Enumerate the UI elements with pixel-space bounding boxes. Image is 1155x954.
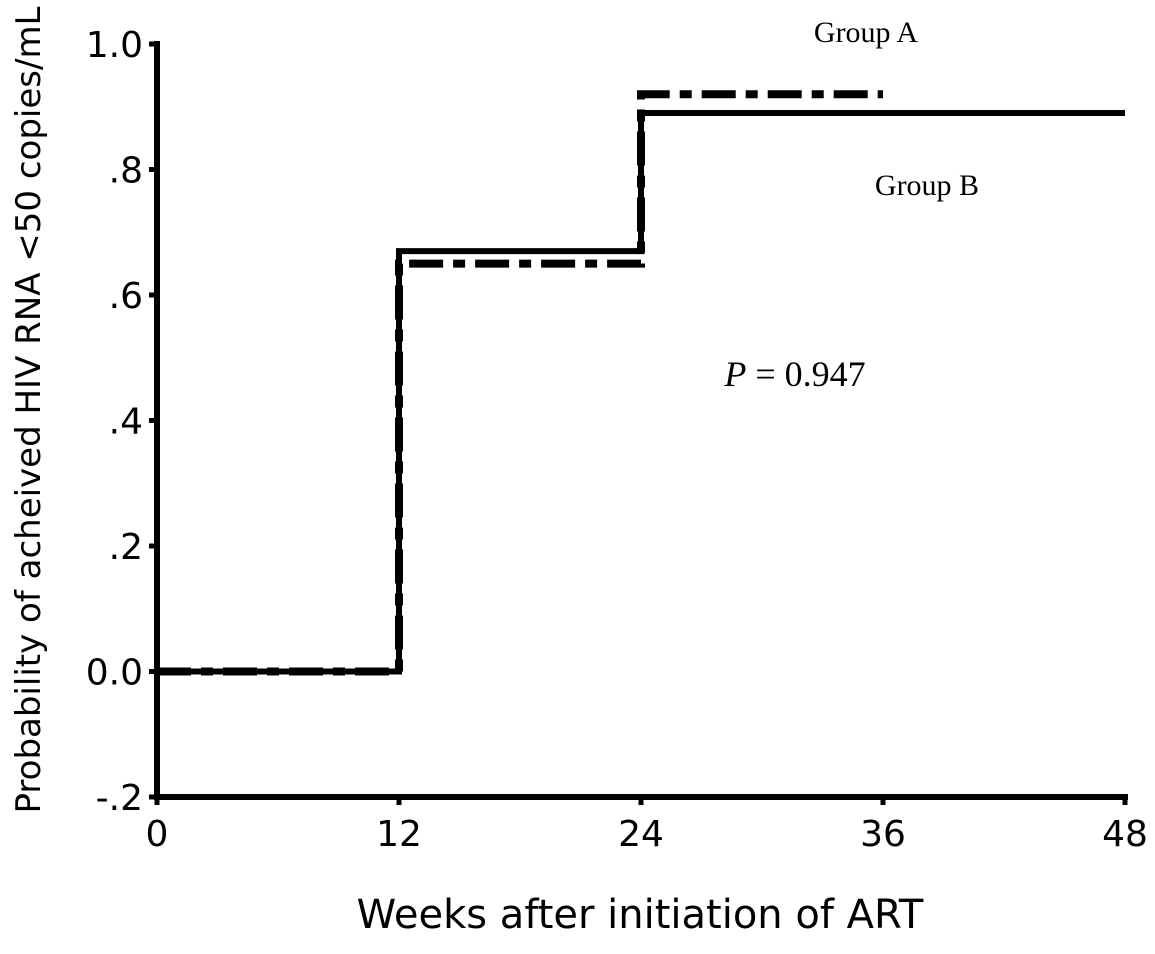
series-label-group-a: Group A bbox=[814, 16, 919, 49]
x-tick-label: 0 bbox=[146, 814, 169, 855]
x-tick-label: 36 bbox=[860, 814, 906, 855]
x-tick-label: 12 bbox=[376, 814, 422, 855]
y-tick-label: .8 bbox=[109, 151, 143, 192]
p-value-text: = 0.947 bbox=[746, 354, 865, 394]
series-label-group-b: Group B bbox=[875, 169, 979, 202]
y-tick-label: .4 bbox=[109, 402, 143, 443]
y-tick-label: -.2 bbox=[96, 778, 143, 819]
group-b-step-line bbox=[157, 110, 1125, 675]
x-tick-label: 48 bbox=[1102, 814, 1148, 855]
x-axis-label: Weeks after initiation of ART bbox=[357, 892, 924, 938]
x-tick-label: 24 bbox=[618, 814, 664, 855]
y-tick-label: 0.0 bbox=[86, 653, 143, 694]
y-tick-label: .2 bbox=[109, 527, 143, 568]
p-value-symbol: P bbox=[723, 354, 746, 394]
p-value-annotation: P = 0.947 bbox=[723, 354, 865, 394]
y-tick-label: .6 bbox=[109, 276, 143, 317]
y-tick-label: 1.0 bbox=[86, 25, 143, 66]
y-axis-label: Probability of acheived HIV RNA <50 copi… bbox=[9, 6, 49, 813]
